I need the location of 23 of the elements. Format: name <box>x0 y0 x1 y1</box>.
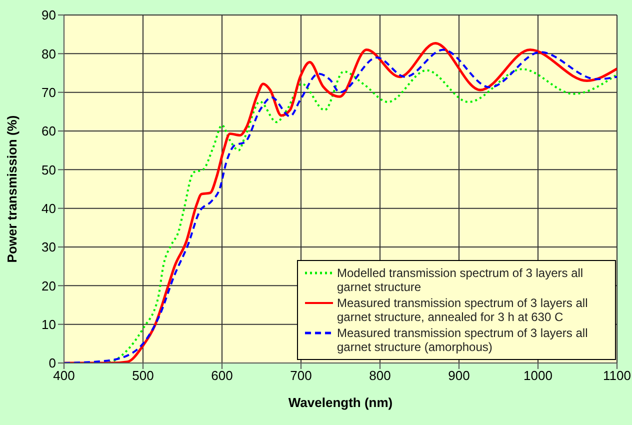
x-tick-label: 600 <box>211 368 233 384</box>
x-tick-label: 400 <box>53 368 75 384</box>
y-tick-label: 90 <box>42 8 56 23</box>
legend-label: Modelled transmission spectrum of 3 layers all garnet structure <box>337 266 584 294</box>
y-tick-label: 40 <box>42 200 56 216</box>
legend-label: Measured transmission spectrum of 3 layers all garnet structure, annealed for 3 h at 630 C <box>337 296 589 324</box>
x-tick-label: 800 <box>369 368 391 384</box>
y-tick-label: 60 <box>42 124 56 139</box>
x-tick-label: 700 <box>290 368 312 384</box>
x-tick-label: 1000 <box>524 368 552 384</box>
y-tick-label: 80 <box>42 46 56 62</box>
x-tick-label: 900 <box>448 368 470 384</box>
x-tick-label: 1100 <box>603 368 631 384</box>
y-tick-label: 0 <box>48 356 56 371</box>
y-tick-label: 70 <box>42 84 56 100</box>
x-tick-label: 500 <box>132 368 154 384</box>
y-tick-label: 50 <box>42 162 56 178</box>
y-tick-label: 30 <box>42 240 56 255</box>
legend-label: Measured transmission spectrum of 3 layers all garnet structure (amorphous) <box>337 326 589 354</box>
y-axis-title: Power transmission (%) <box>4 115 20 263</box>
y-tick-label: 10 <box>42 316 56 332</box>
y-tick-label: 20 <box>42 278 56 294</box>
x-axis-title: Wavelength (nm) <box>288 395 393 410</box>
